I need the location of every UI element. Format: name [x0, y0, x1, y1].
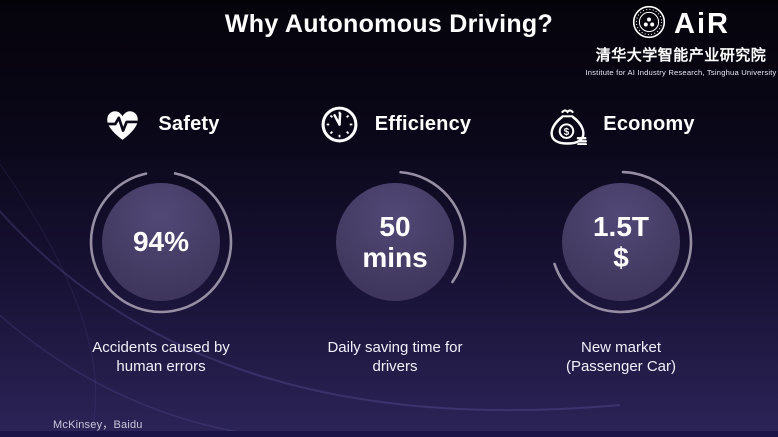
efficiency-caption: Daily saving time for drivers [280, 338, 510, 376]
efficiency-label: Efficiency [374, 113, 472, 135]
clock-icon [319, 104, 360, 145]
safety-header: Safety [51, 104, 271, 145]
economy-value-line2: $ [613, 242, 629, 273]
safety-caption-line2: human errors [116, 358, 206, 375]
money-bag-icon: $ [547, 104, 588, 146]
economy-value: 1.5T $ [541, 162, 701, 322]
economy-caption-line2: (Passenger Car) [565, 358, 677, 375]
source-attribution: McKinsey，Baidu [53, 419, 143, 431]
safety-value-line1: 94% [132, 226, 190, 258]
economy-gauge-fill [562, 183, 680, 301]
logo-chinese-name: 清华大学智能产业研究院 [595, 47, 767, 64]
economy-caption-line1: New market [580, 339, 662, 356]
safety-gauge: 94% [81, 162, 241, 322]
air-wordmark: AiR [674, 8, 730, 40]
economy-gauge-ring [549, 170, 693, 314]
efficiency-caption-line1: Daily saving time for [327, 339, 463, 356]
column-efficiency: Efficiency 50 mins Daily saving time for… [285, 0, 505, 437]
efficiency-gauge-ring [323, 170, 467, 314]
efficiency-header: Efficiency [285, 104, 505, 145]
efficiency-gauge-fill [336, 183, 454, 301]
column-safety: Safety 94% Accidents caused by human err… [51, 0, 271, 437]
svg-text:$: $ [564, 127, 570, 138]
logo-row: AiR [632, 5, 730, 43]
bottom-strip [0, 431, 778, 437]
efficiency-value-line1: 50 [379, 210, 411, 242]
efficiency-value: 50 mins [315, 162, 475, 322]
heart-pulse-icon [102, 104, 143, 145]
efficiency-value-line2: mins [362, 242, 428, 273]
safety-gauge-fill [102, 183, 220, 301]
safety-caption-line1: Accidents caused by [92, 339, 230, 356]
economy-value-line1: 1.5T [592, 210, 650, 242]
page-title: Why Autonomous Driving? [224, 10, 554, 38]
efficiency-caption-line2: drivers [372, 358, 418, 375]
safety-gauge-ring [89, 170, 233, 314]
economy-header: $ Economy [511, 104, 731, 146]
logo-block: AiR 清华大学智能产业研究院 Institute for AI Industr… [585, 5, 777, 77]
column-economy: $ Economy 1.5T $ New market (Passenger C… [511, 0, 731, 437]
logo-english-name: Institute for AI Industry Research, Tsin… [585, 68, 777, 77]
safety-value: 94% [81, 162, 241, 322]
efficiency-gauge: 50 mins [315, 162, 475, 322]
safety-label: Safety [158, 113, 220, 135]
economy-label: Economy [603, 113, 695, 135]
economy-caption: New market (Passenger Car) [506, 338, 736, 376]
safety-caption: Accidents caused by human errors [46, 338, 276, 376]
economy-gauge: 1.5T $ [541, 162, 701, 322]
tsinghua-emblem-icon [632, 5, 666, 44]
